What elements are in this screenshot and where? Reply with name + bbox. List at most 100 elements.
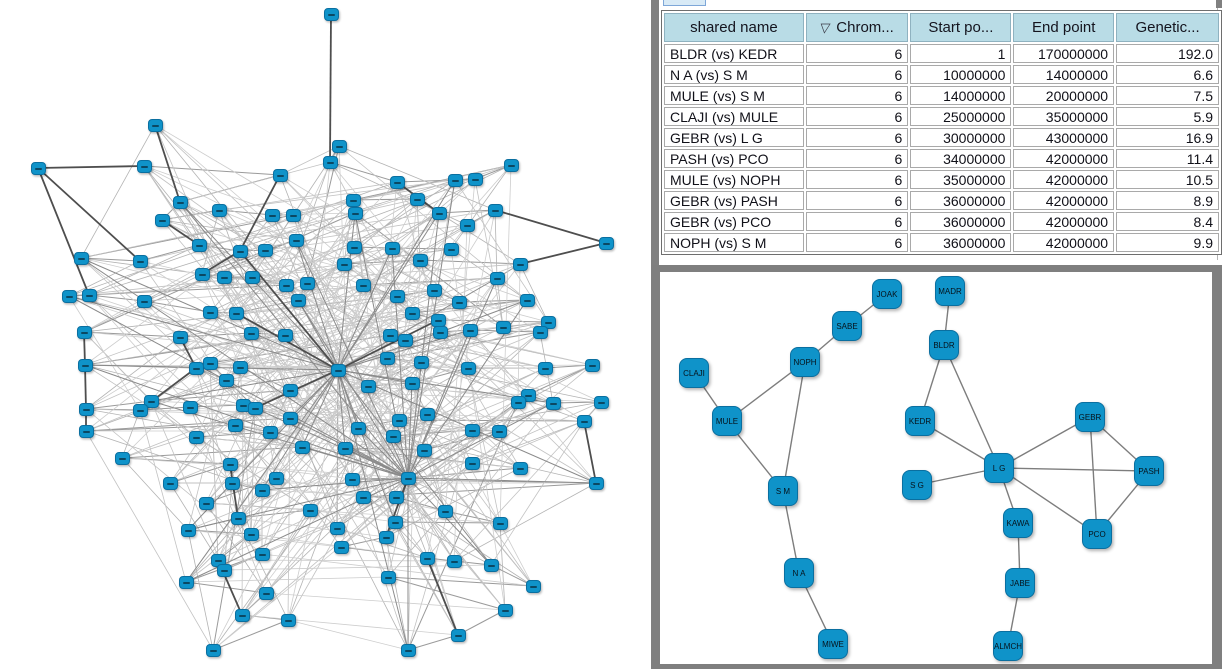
graph-node[interactable]	[79, 403, 94, 416]
table-row[interactable]: GEBR (vs) PCO 6 36000000 42000000 8.4	[664, 212, 1219, 231]
graph-node[interactable]	[244, 327, 259, 340]
graph-node[interactable]	[195, 268, 210, 281]
graph-node[interactable]	[414, 356, 429, 369]
graph-node[interactable]	[269, 472, 284, 485]
table-row[interactable]: MULE (vs) NOPH 6 35000000 42000000 10.5	[664, 170, 1219, 189]
graph-node[interactable]	[144, 395, 159, 408]
graph-node[interactable]	[206, 644, 221, 657]
graph-node[interactable]	[504, 159, 519, 172]
graph-node[interactable]	[427, 284, 442, 297]
graph-node[interactable]	[398, 334, 413, 347]
graph-node[interactable]	[356, 279, 371, 292]
graph-node[interactable]	[82, 289, 97, 302]
graph-node[interactable]	[447, 555, 462, 568]
graph-node[interactable]	[281, 614, 296, 627]
graph-node[interactable]	[465, 457, 480, 470]
graph-node[interactable]	[385, 242, 400, 255]
graph-node[interactable]	[492, 425, 507, 438]
graph-node[interactable]	[255, 548, 270, 561]
graph-node[interactable]	[448, 174, 463, 187]
graph-node[interactable]	[526, 580, 541, 593]
graph-node-miwe[interactable]: MIWE	[818, 629, 848, 659]
graph-node[interactable]	[245, 271, 260, 284]
graph-node[interactable]	[332, 140, 347, 153]
graph-node[interactable]	[346, 194, 361, 207]
graph-node[interactable]	[199, 497, 214, 510]
graph-node[interactable]	[433, 326, 448, 339]
graph-node[interactable]	[133, 404, 148, 417]
graph-node[interactable]	[379, 531, 394, 544]
graph-node[interactable]	[163, 477, 178, 490]
graph-node[interactable]	[233, 245, 248, 258]
graph-node-s-m[interactable]: S M	[768, 476, 798, 506]
graph-node[interactable]	[179, 576, 194, 589]
graph-node[interactable]	[295, 441, 310, 454]
graph-node[interactable]	[438, 505, 453, 518]
graph-node[interactable]	[351, 422, 366, 435]
graph-node[interactable]	[541, 316, 556, 329]
graph-node[interactable]	[388, 516, 403, 529]
graph-node[interactable]	[380, 352, 395, 365]
graph-node[interactable]	[173, 196, 188, 209]
graph-node-joak[interactable]: JOAK	[872, 279, 902, 309]
graph-node[interactable]	[345, 473, 360, 486]
main-network-panel[interactable]	[0, 0, 651, 669]
graph-node[interactable]	[577, 415, 592, 428]
filter-icon[interactable]: ▽	[819, 20, 832, 35]
graph-node[interactable]	[451, 629, 466, 642]
graph-node[interactable]	[279, 279, 294, 292]
graph-node[interactable]	[225, 477, 240, 490]
graph-node[interactable]	[192, 239, 207, 252]
graph-node[interactable]	[405, 377, 420, 390]
graph-node[interactable]	[538, 362, 553, 375]
graph-node-claji[interactable]: CLAJI	[679, 358, 709, 388]
graph-node[interactable]	[133, 255, 148, 268]
graph-node[interactable]	[173, 331, 188, 344]
graph-node[interactable]	[248, 402, 263, 415]
graph-node-kedr[interactable]: KEDR	[905, 406, 935, 436]
graph-node[interactable]	[74, 252, 89, 265]
graph-node[interactable]	[228, 419, 243, 432]
table-row[interactable]: N A (vs) S M 6 10000000 14000000 6.6	[664, 65, 1219, 84]
graph-node[interactable]	[217, 564, 232, 577]
graph-node[interactable]	[229, 307, 244, 320]
graph-node[interactable]	[589, 477, 604, 490]
graph-node[interactable]	[386, 430, 401, 443]
graph-node[interactable]	[413, 254, 428, 267]
graph-node[interactable]	[461, 362, 476, 375]
graph-node[interactable]	[189, 431, 204, 444]
column-header-shared-name[interactable]: shared name	[664, 13, 804, 42]
graph-node-gebr[interactable]: GEBR	[1075, 402, 1105, 432]
graph-node[interactable]	[291, 294, 306, 307]
table-row[interactable]: BLDR (vs) KEDR 6 1 170000000 192.0	[664, 44, 1219, 63]
graph-node[interactable]	[223, 458, 238, 471]
graph-node[interactable]	[493, 517, 508, 530]
graph-node-madr[interactable]: MADR	[935, 276, 965, 306]
graph-node[interactable]	[259, 587, 274, 600]
column-header-genetic[interactable]: Genetic...	[1116, 13, 1219, 42]
graph-node-kawa[interactable]: KAWA	[1003, 508, 1033, 538]
graph-node[interactable]	[420, 552, 435, 565]
graph-node[interactable]	[401, 644, 416, 657]
graph-node-jabe[interactable]: JABE	[1005, 568, 1035, 598]
graph-node[interactable]	[533, 326, 548, 339]
table-row[interactable]: NOPH (vs) S M 6 36000000 42000000 9.9	[664, 233, 1219, 252]
graph-node[interactable]	[392, 414, 407, 427]
graph-node[interactable]	[323, 156, 338, 169]
graph-node[interactable]	[217, 271, 232, 284]
graph-node[interactable]	[203, 357, 218, 370]
graph-node-mule[interactable]: MULE	[712, 406, 742, 436]
graph-node-l-g[interactable]: L G	[984, 453, 1014, 483]
graph-node[interactable]	[585, 359, 600, 372]
graph-node-pco[interactable]: PCO	[1082, 519, 1112, 549]
graph-node[interactable]	[546, 397, 561, 410]
panel-tab-partial[interactable]	[663, 0, 706, 6]
graph-node[interactable]	[513, 258, 528, 271]
graph-node[interactable]	[233, 361, 248, 374]
graph-node[interactable]	[212, 204, 227, 217]
table-row[interactable]: GEBR (vs) L G 6 30000000 43000000 16.9	[664, 128, 1219, 147]
graph-node[interactable]	[511, 396, 526, 409]
graph-node[interactable]	[338, 442, 353, 455]
graph-node-almch[interactable]: ALMCH	[993, 631, 1023, 661]
table-row[interactable]: GEBR (vs) PASH 6 36000000 42000000 8.9	[664, 191, 1219, 210]
